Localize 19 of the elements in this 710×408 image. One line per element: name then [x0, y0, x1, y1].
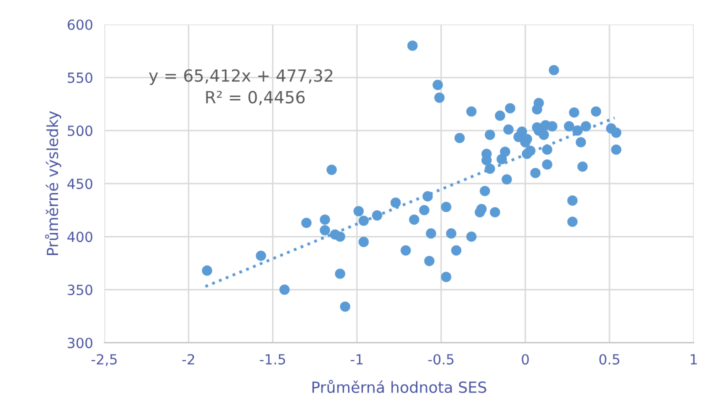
y-tick-label: 300	[68, 338, 92, 348]
x-tick-label: 0.5	[599, 354, 620, 365]
x-tick-label: -2,5	[92, 354, 117, 366]
x-tick-label: -1	[350, 354, 363, 364]
x-tick-label: -2	[182, 354, 194, 364]
y-tick-label: 550	[68, 72, 92, 83]
y-tick-label: 600	[68, 19, 92, 30]
annotation: y = 65,412x + 477,32	[149, 69, 332, 86]
y-tick-label: 450	[67, 178, 92, 190]
x-tick-label: 1	[690, 354, 697, 364]
y-tick-label: 400	[67, 232, 92, 242]
x-tick-label: -1.5	[260, 354, 286, 365]
x-tick-label: 0	[522, 354, 529, 365]
y-tick-label: 350	[68, 284, 92, 296]
x-axis-title: Průměrná hodnota SES	[312, 380, 486, 393]
y-axis-title: Průměrné výsledky	[45, 111, 62, 256]
annotation: R² = 0,4456	[206, 90, 305, 106]
y-tick-label: 500	[68, 126, 92, 136]
x-tick-label: -0.5	[428, 354, 454, 365]
